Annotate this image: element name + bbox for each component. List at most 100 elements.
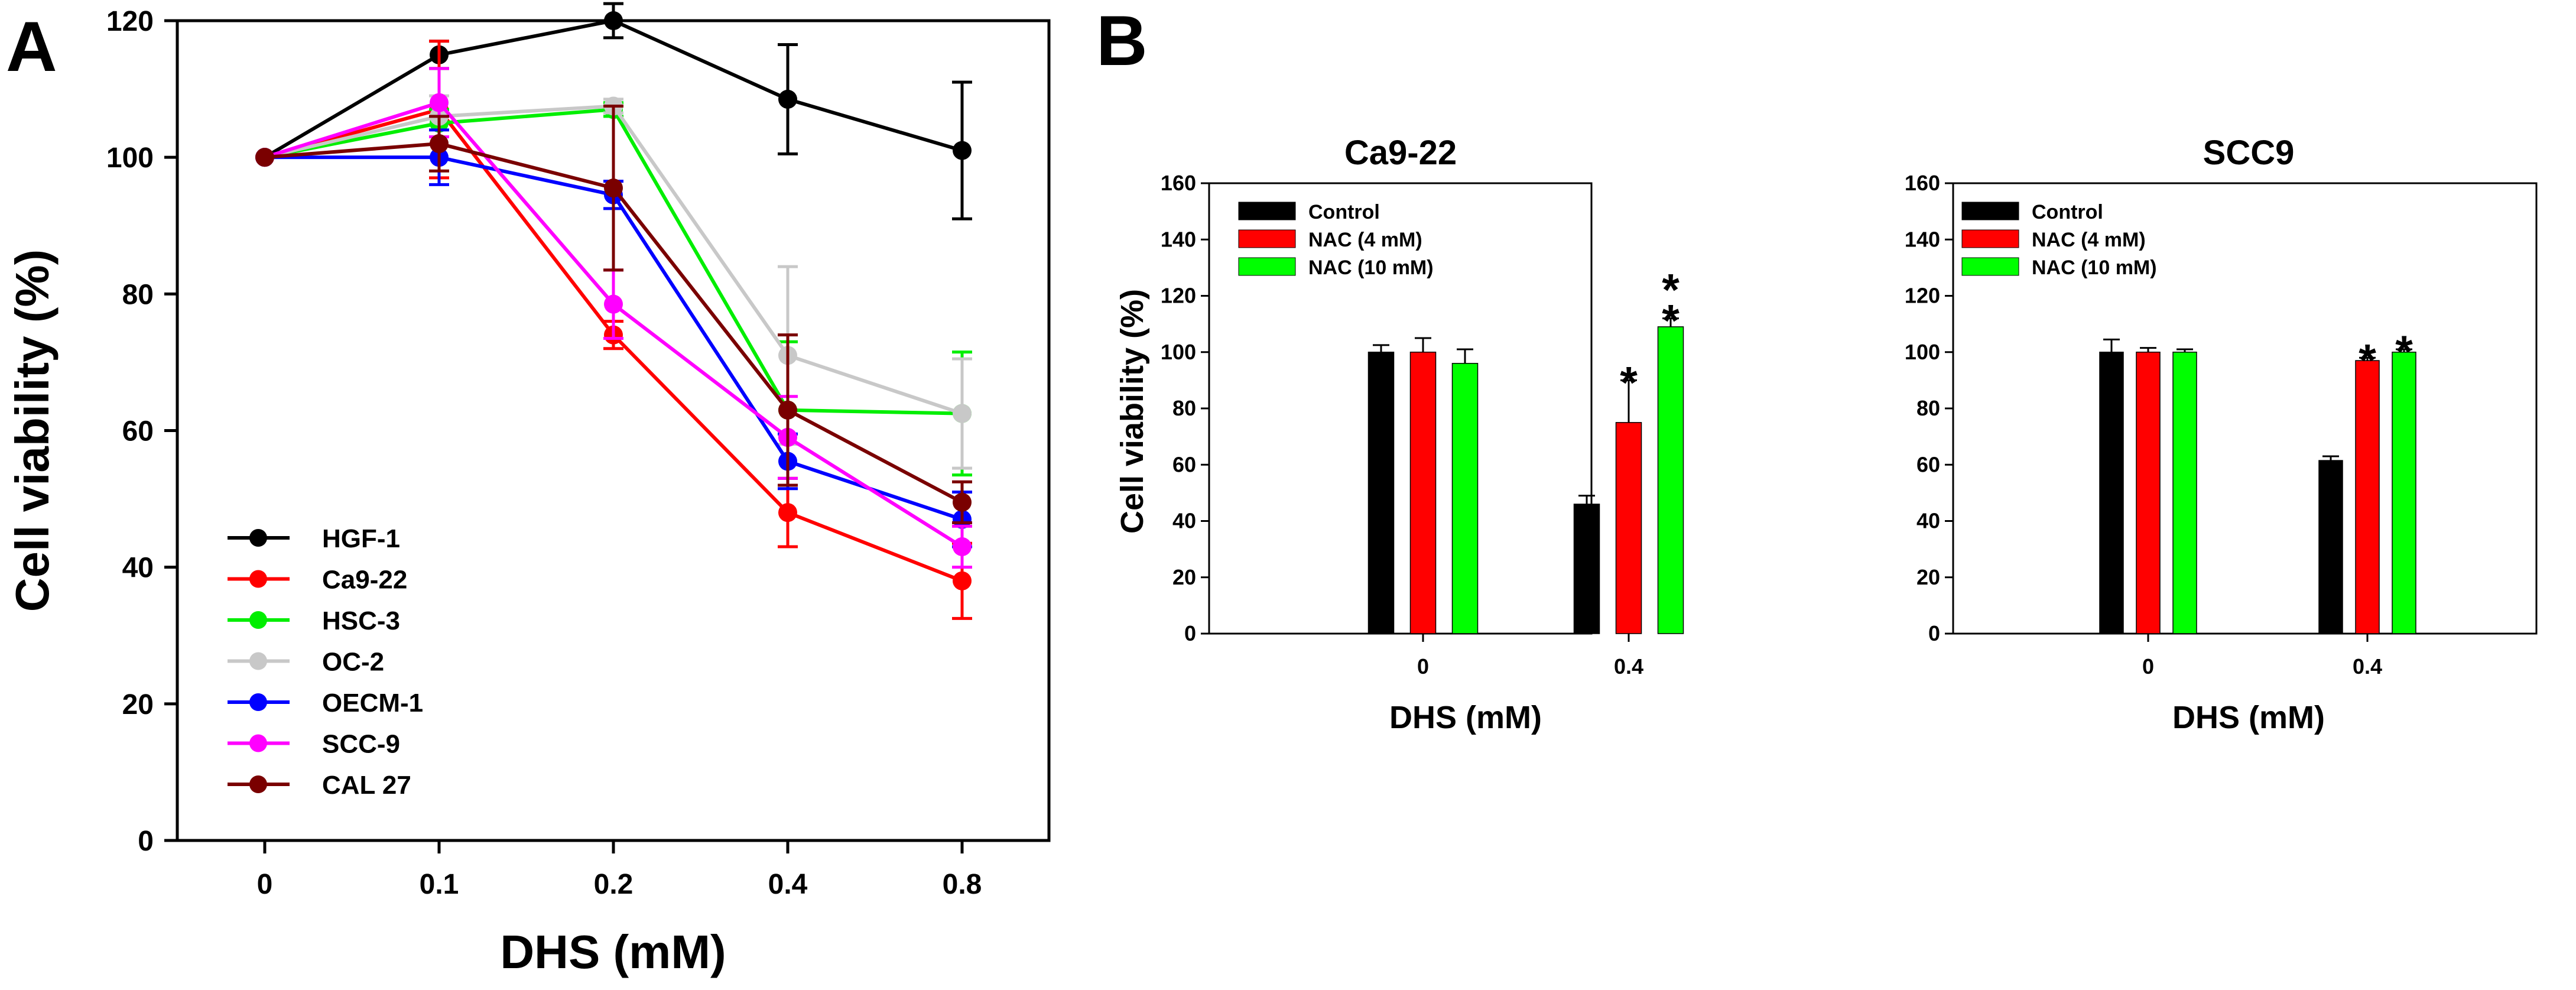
y-tick-label: 120 xyxy=(106,6,154,37)
y-tick-label: 60 xyxy=(1916,452,1940,476)
significance-marker: * xyxy=(2395,327,2413,377)
legend-item-scc-9: SCC-9 xyxy=(228,730,400,759)
series-nac-4-mm xyxy=(2136,347,2380,634)
data-point xyxy=(778,503,797,522)
x-tick-label: 0 xyxy=(257,869,273,900)
x-tick-label: 0 xyxy=(1417,654,1429,679)
x-tick-label: 0.2 xyxy=(594,869,634,900)
data-point xyxy=(953,571,972,590)
chart-cell-viability-lines: 0 20 40 60 80 100 120 0 0.1 0.2 0.4 0.8 DHS (mM) Cell… xyxy=(6,2,1051,978)
y-tick-label: 40 xyxy=(122,553,154,584)
significance-marker: * xyxy=(1662,296,1680,346)
legend-label: OC-2 xyxy=(322,648,384,677)
data-point xyxy=(430,134,449,154)
legend-label: OECM-1 xyxy=(322,689,423,718)
legend-label: Control xyxy=(2032,201,2103,223)
x-tick-label: 0.1 xyxy=(420,869,459,900)
legend-swatch xyxy=(1961,202,2019,220)
legend-marker xyxy=(249,529,267,547)
data-point xyxy=(953,492,972,512)
legend-marker xyxy=(249,652,267,670)
y-tick-label: 40 xyxy=(1916,509,1940,533)
legend-item-oecm-1: OECM-1 xyxy=(228,689,423,718)
legend-label: HGF-1 xyxy=(322,524,400,553)
series-nac-10-mm xyxy=(2172,348,2416,634)
series-nac-10-mm xyxy=(1451,317,1684,634)
y-tick-label: 120 xyxy=(1905,284,1940,308)
data-point xyxy=(604,178,623,198)
significance-marker: * xyxy=(2359,335,2376,385)
y-tick-label: 80 xyxy=(1916,396,1940,420)
y-tick-label: 120 xyxy=(1161,284,1196,308)
panel-letter-a: A xyxy=(6,7,57,86)
data-point xyxy=(430,93,449,112)
data-point xyxy=(604,294,623,314)
legend: HGF-1 Ca9-22 HSC-3 OC-2 OECM-1 SCC-9 CAL 27 xyxy=(228,524,423,800)
x-axis-title: DHS (mM) xyxy=(2172,700,2325,735)
bar xyxy=(1615,422,1642,634)
data-point xyxy=(953,141,972,160)
legend: Control NAC (4 mM) NAC (10 mM) xyxy=(1238,201,1434,279)
legend-item-cal-27: CAL 27 xyxy=(228,771,411,800)
bar xyxy=(1409,352,1437,634)
panel-letter-b: B xyxy=(1096,1,1148,80)
bar xyxy=(1367,352,1395,634)
series-control xyxy=(2099,338,2343,634)
legend-marker xyxy=(249,693,267,711)
legend-label: HSC-3 xyxy=(322,606,400,635)
y-tick-label: 0 xyxy=(138,826,154,857)
legend-item-control: Control xyxy=(1238,201,1380,223)
y-tick-label: 100 xyxy=(106,142,154,174)
x-tick-label: 0.4 xyxy=(2353,654,2382,679)
bar xyxy=(1451,363,1479,634)
series-control xyxy=(1367,344,1600,634)
legend-item-ca9-22: Ca9-22 xyxy=(228,566,407,595)
y-tick-label: 100 xyxy=(1161,340,1196,364)
y-tick-label: 140 xyxy=(1905,227,1940,251)
bar xyxy=(2099,352,2124,634)
x-tick-label: 0 xyxy=(2142,654,2154,679)
legend-item-nac-10-mm: NAC (10 mM) xyxy=(1238,257,1434,279)
legend-label: CAL 27 xyxy=(322,771,411,800)
y-tick-label: 40 xyxy=(1172,509,1196,533)
legend-label: Control xyxy=(1308,201,1380,223)
y-tick-label: 60 xyxy=(1172,452,1196,476)
y-tick-label: 160 xyxy=(1161,171,1196,195)
legend-label: NAC (10 mM) xyxy=(2032,257,2157,279)
y-tick-label: 20 xyxy=(1916,565,1940,589)
bar xyxy=(1657,326,1684,634)
bar xyxy=(2392,352,2416,634)
y-axis-title: Cell viability (%) xyxy=(1115,289,1150,534)
y-tick-label: 20 xyxy=(122,689,154,720)
bar xyxy=(2136,352,2161,634)
legend-item-hgf-1: HGF-1 xyxy=(228,524,400,553)
bar xyxy=(2318,460,2343,634)
legend-swatch xyxy=(1961,229,2019,248)
y-tick-label: 100 xyxy=(1905,340,1940,364)
chart-ca9-22-bars: Ca9-22 0 20 40 60 80 100 120 140 160 0 0.4 DHS (mM) C… xyxy=(1115,134,1684,735)
data-point xyxy=(953,404,972,423)
y-tick-label: 80 xyxy=(1172,396,1196,420)
legend-item-nac-4-mm: NAC (4 mM) xyxy=(1961,229,2146,251)
legend-item-control: Control xyxy=(1961,201,2103,223)
legend-marker xyxy=(249,734,267,752)
y-tick-label: 80 xyxy=(122,279,154,310)
y-tick-label: 0 xyxy=(1928,621,1940,645)
bar xyxy=(2172,352,2197,634)
y-tick-label: 160 xyxy=(1905,171,1940,195)
series-hgf-1 xyxy=(255,2,972,220)
data-point xyxy=(778,400,797,420)
chart-scc9-bars: SCC9 0 20 40 60 80 100 120 140 160 0 0.4 DHS (mM) * * C… xyxy=(1905,134,2538,735)
legend-swatch xyxy=(1961,257,2019,276)
legend-marker xyxy=(249,775,267,793)
x-axis-title: DHS (mM) xyxy=(1389,700,1542,735)
legend-label: NAC (10 mM) xyxy=(1308,257,1434,279)
x-tick-label: 0.4 xyxy=(768,869,808,900)
legend: Control NAC (4 mM) NAC (10 mM) xyxy=(1961,201,2157,279)
legend-label: SCC-9 xyxy=(322,730,400,759)
chart-title: SCC9 xyxy=(2203,134,2295,172)
x-axis-title: DHS (mM) xyxy=(500,926,726,978)
legend-marker xyxy=(249,611,267,629)
legend-label: Ca9-22 xyxy=(322,566,407,595)
